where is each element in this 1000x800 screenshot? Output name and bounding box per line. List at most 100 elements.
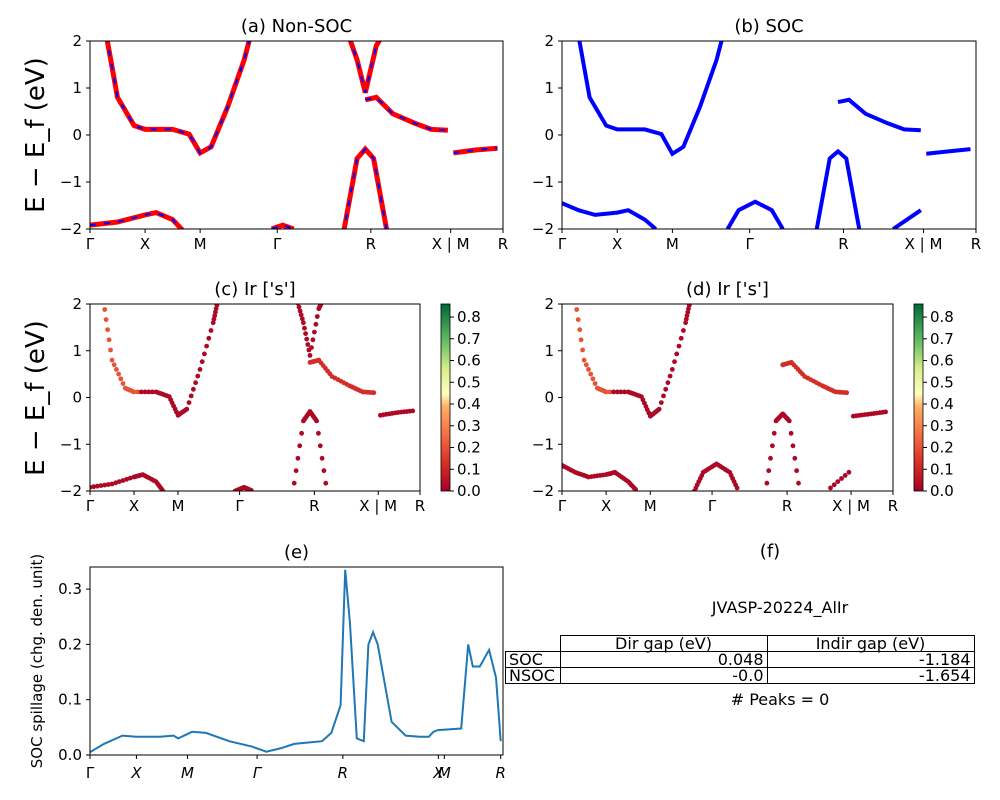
band-line <box>926 147 971 156</box>
x-tick-label: M <box>194 235 207 253</box>
y-tick-label: −2 <box>60 482 82 500</box>
x-tick-label: Γ <box>86 764 95 782</box>
panel-e-frame <box>89 566 504 756</box>
projection-point <box>312 329 317 335</box>
projection-point <box>313 321 319 327</box>
projection-point <box>578 337 584 343</box>
y-tick-label: 0 <box>72 126 82 144</box>
band-line-dashed <box>365 96 448 132</box>
projection-point <box>106 337 112 343</box>
table-cell-indir: -1.654 <box>766 667 975 684</box>
projection-point <box>307 353 313 358</box>
table-header-indir: Indir gap (eV) <box>766 635 975 652</box>
projection-point <box>135 389 141 395</box>
x-tick-label: R <box>971 235 981 253</box>
projection-point <box>186 400 192 405</box>
projection-point <box>191 386 196 392</box>
projection-point <box>583 362 589 368</box>
projection-point <box>574 307 580 312</box>
projection-point <box>573 297 578 302</box>
colorbar-tick-label: 0.6 <box>930 352 954 370</box>
projection-point <box>188 393 194 399</box>
projection-point <box>603 389 609 395</box>
projection-point <box>184 406 190 412</box>
y-tick-label: 0.2 <box>58 635 82 653</box>
projection-point <box>127 475 133 481</box>
colorbar-tick-label: 0.3 <box>930 417 954 435</box>
table-header-dir: Dir gap (eV) <box>559 635 768 652</box>
projection-point <box>321 468 327 474</box>
projection-point <box>681 328 686 333</box>
projection-point <box>317 443 323 449</box>
y-tick-label: 1 <box>544 79 554 97</box>
projection-point <box>305 342 311 347</box>
x-tick-label: M <box>644 497 657 515</box>
projection-point <box>763 493 768 498</box>
x-tick-label: R <box>309 497 319 515</box>
x-tick-label: X <box>432 764 444 782</box>
projection-point <box>309 345 314 350</box>
projection-point <box>105 482 111 487</box>
band-ylabel-top: E − E_f (eV) <box>21 57 51 213</box>
projection-point <box>676 343 682 349</box>
projection-point <box>586 367 591 372</box>
y-tick-label: 0 <box>544 389 554 407</box>
projection-point <box>94 483 100 489</box>
table-cell-indir: -1.184 <box>766 651 975 668</box>
y-tick-label: −1 <box>60 435 82 453</box>
band-line <box>562 201 658 229</box>
projection-point <box>113 480 119 486</box>
colorbar-tick-label: 0.5 <box>457 373 481 391</box>
y-tick-label: −2 <box>60 220 82 238</box>
projection-point <box>575 317 581 322</box>
projection-point <box>202 351 207 357</box>
colorbar-tick-label: 0.8 <box>930 308 954 326</box>
projection-point <box>371 390 377 396</box>
x-tick-label: R <box>498 235 508 253</box>
x-tick-label: Γ <box>273 235 282 253</box>
projection-point <box>118 376 124 382</box>
x-tick-label: X <box>612 235 622 253</box>
projection-point <box>91 484 97 490</box>
projection-point <box>102 307 108 312</box>
projection-point <box>790 443 796 449</box>
projection-point <box>828 485 833 491</box>
x-tick-label: R <box>838 235 848 253</box>
y-tick-label: 0 <box>72 389 82 407</box>
colorbar-tick-label: 0.3 <box>457 417 481 435</box>
y-tick-label: −2 <box>532 482 554 500</box>
x-tick-label: M <box>172 497 185 515</box>
projection-point <box>314 418 319 424</box>
band-line <box>104 41 252 157</box>
x-tick-label: Γ <box>558 497 567 515</box>
projection-point <box>101 297 106 302</box>
projection-point <box>206 335 212 341</box>
panel-a-frame <box>89 40 504 230</box>
x-tick-label: R <box>366 235 376 253</box>
band-line-dashed <box>349 41 381 93</box>
projection-point <box>319 455 325 461</box>
projection-point <box>734 485 740 491</box>
projection-point <box>672 359 677 365</box>
table-header-row: Dir gap (eV) Indir gap (eV) <box>506 635 975 652</box>
projection-point <box>105 327 110 333</box>
y-tick-label: 2 <box>72 32 82 50</box>
x-tick-label: Γ <box>558 235 567 253</box>
panel-a-title: (a) Non-SOC <box>241 16 352 37</box>
projection-point <box>669 367 675 372</box>
projection-point <box>686 304 692 308</box>
panel-c-frame <box>89 303 421 492</box>
x-tick-label: Γ <box>235 497 244 515</box>
projection-point <box>114 367 119 372</box>
x-tick-label: X | M <box>905 235 943 253</box>
table-row: SOC 0.048 -1.184 <box>505 651 975 668</box>
projection-point <box>614 389 620 395</box>
projection-point <box>142 389 148 395</box>
colorbar-tick-label: 0.8 <box>457 308 481 326</box>
projection-point <box>846 469 852 475</box>
projection-point <box>622 389 627 395</box>
x-tick-label: Γ <box>253 764 263 782</box>
projection-point <box>314 314 320 319</box>
panel-c-plot <box>90 297 416 491</box>
